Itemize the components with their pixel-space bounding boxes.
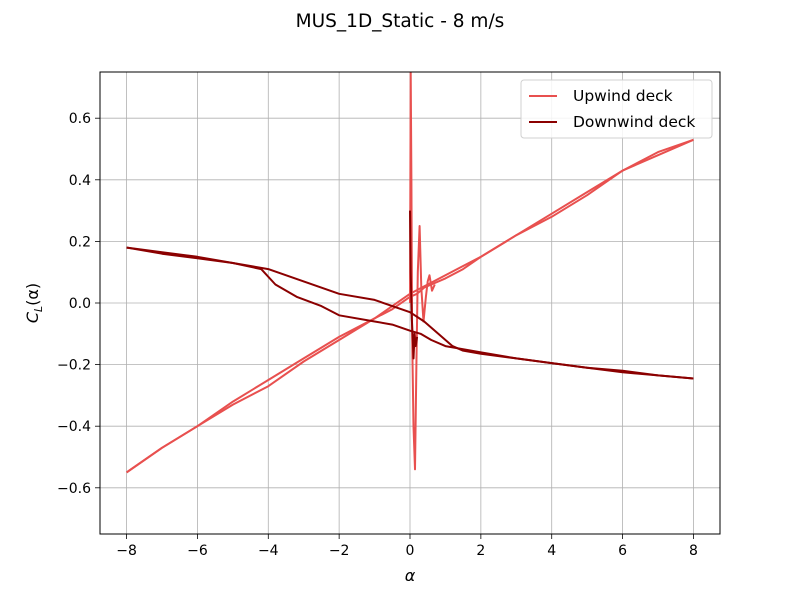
y-axis-label-tail: (α) xyxy=(23,283,42,306)
legend-box xyxy=(520,79,713,139)
chart-title: MUS_1D_Static - 8 m/s xyxy=(296,11,505,32)
y-tick-label: −0.6 xyxy=(57,481,91,497)
y-axis-label-main: C xyxy=(23,311,42,323)
y-axis-label-sub: L xyxy=(32,306,45,312)
x-ticks: −8 −6 −4 −2 0 2 4 6 8 xyxy=(116,534,698,559)
series-line-downwind-deck xyxy=(409,210,419,360)
y-tick-label: 0.4 xyxy=(69,173,91,189)
x-tick-label: −6 xyxy=(187,543,208,559)
x-tick-label: −2 xyxy=(329,543,350,559)
y-tick-label: 0.6 xyxy=(69,111,91,127)
y-tick-label: −0.4 xyxy=(57,419,91,435)
series-group xyxy=(126,72,694,474)
x-tick-label: 4 xyxy=(547,543,556,559)
y-tick-label: 0.0 xyxy=(69,296,91,312)
y-tick-label: 0.2 xyxy=(69,234,91,250)
x-tick-label: 8 xyxy=(689,543,698,559)
x-tick-label: −4 xyxy=(258,543,279,559)
x-tick-label: 2 xyxy=(476,543,485,559)
y-axis-label: CL(α) xyxy=(23,283,45,323)
series-line-downwind-deck xyxy=(126,246,694,380)
y-ticks: −0.6 −0.4 −0.2 0.0 0.2 0.4 0.6 xyxy=(57,111,100,497)
legend-label-downwind-deck: Downwind deck xyxy=(573,113,695,131)
legend: Upwind deck Downwind deck xyxy=(520,79,713,139)
series-line-upwind-deck xyxy=(126,138,694,474)
plot-area xyxy=(126,72,694,474)
legend-label-upwind-deck: Upwind deck xyxy=(573,87,673,105)
x-tick-label: −8 xyxy=(116,543,137,559)
y-tick-label: −0.2 xyxy=(57,358,91,374)
x-tick-label: 6 xyxy=(618,543,627,559)
x-axis-label: α xyxy=(405,566,416,585)
series-line-upwind-deck xyxy=(409,72,436,471)
x-tick-label: 0 xyxy=(406,543,415,559)
